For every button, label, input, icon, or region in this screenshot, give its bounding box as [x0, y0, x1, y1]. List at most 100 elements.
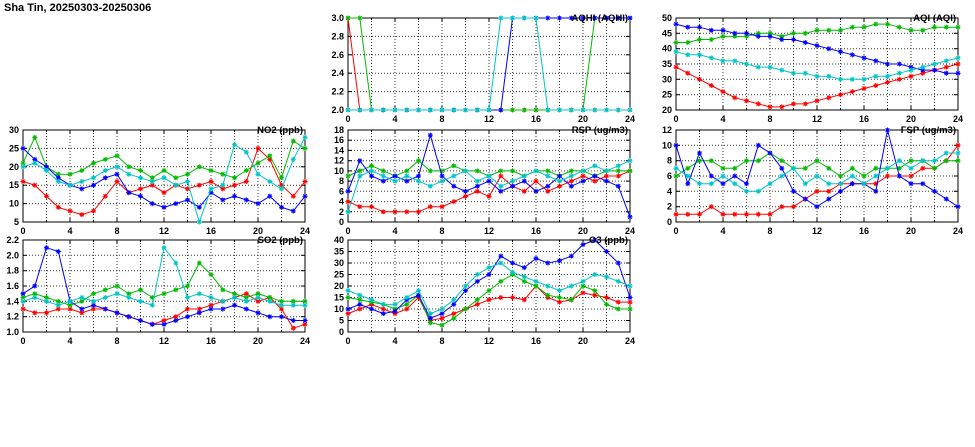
- y-tick-label: 12: [662, 125, 672, 135]
- y-tick-label: 2.2: [6, 235, 19, 245]
- series-markers-blue: [673, 21, 961, 76]
- y-tick-label: 10: [334, 304, 344, 314]
- chart-o3: 40 35 30 25 20 15 10 5 0 0 4 8 12 16 20 24 O3 (ppb): [325, 232, 640, 350]
- page-title: Sha Tin, 20250303-20250306: [4, 2, 152, 14]
- x-tick-label: 4: [392, 226, 397, 236]
- x-tick-label: 4: [392, 336, 397, 346]
- x-tick-label: 0: [345, 114, 350, 124]
- x-tick-label: 4: [67, 226, 72, 236]
- x-tick-label: 24: [300, 336, 310, 346]
- x-tick-label: 16: [206, 336, 216, 346]
- y-tick-label: 35: [662, 59, 672, 69]
- y-tick-label: 4: [339, 197, 344, 207]
- y-tick-label: 2.6: [331, 50, 344, 60]
- x-tick-label: 16: [531, 226, 541, 236]
- y-tick-label: 40: [662, 44, 672, 54]
- chart-title-aqi: AQI (AQI): [913, 13, 956, 24]
- y-tick-label: 6: [339, 186, 344, 196]
- series-markers-cyan: [20, 245, 308, 308]
- y-tick-label: 4: [667, 186, 672, 196]
- series-line-red: [676, 144, 959, 215]
- chart-no2: 30 25 20 15 10 5 0 4 8 12 16 20 24 NO2 (ppb): [0, 122, 315, 240]
- x-tick-label: 4: [720, 114, 725, 124]
- y-tick-label: 20: [9, 162, 19, 172]
- y-tick-label: 14: [334, 145, 344, 155]
- chart-title-aqhi: AQHI (AQHI): [572, 13, 628, 24]
- x-tick-label: 16: [531, 336, 541, 346]
- x-tick-label: 16: [206, 226, 216, 236]
- x-tick-label: 8: [439, 336, 444, 346]
- x-tick-label: 0: [673, 114, 678, 124]
- x-tick-label: 20: [578, 226, 588, 236]
- y-tick-label: 0: [667, 217, 672, 227]
- series-markers-red: [345, 168, 633, 215]
- series-markers-cyan: [20, 134, 308, 225]
- y-tick-label: 1.0: [6, 327, 19, 337]
- y-tick-label: 3.0: [331, 13, 344, 23]
- x-tick-label: 12: [812, 226, 822, 236]
- chart-fsp: 12 10 8 6 4 2 0 0 4 8 12 16 20 24 FSP (ug/m3): [653, 122, 968, 240]
- chart-aqhi: 3.0 2.8 2.6 2.4 2.2 2.0 0 4 8 12 16 20 24 AQHI (AQHI): [325, 10, 640, 128]
- y-tick-label: 35: [334, 247, 344, 257]
- x-tick-label: 20: [578, 336, 588, 346]
- series-markers-cyan: [345, 15, 633, 113]
- x-tick-label: 12: [159, 336, 169, 346]
- series-markers-green: [20, 260, 308, 308]
- y-tick-label: 1.4: [6, 296, 19, 306]
- y-tick-label: 6: [667, 171, 672, 181]
- y-tick-label: 25: [662, 90, 672, 100]
- y-tick-label: 5: [14, 217, 19, 227]
- y-tick-label: 30: [334, 258, 344, 268]
- y-tick-label: 2: [667, 202, 672, 212]
- x-tick-label: 24: [953, 226, 963, 236]
- x-tick-label: 12: [484, 114, 494, 124]
- x-tick-label: 12: [159, 226, 169, 236]
- y-tick-label: 45: [662, 28, 672, 38]
- y-tick-label: 2: [339, 207, 344, 217]
- x-tick-label: 20: [906, 226, 916, 236]
- y-tick-label: 20: [334, 281, 344, 291]
- y-tick-label: 18: [334, 125, 344, 135]
- y-tick-label: 10: [334, 166, 344, 176]
- y-tick-label: 0: [339, 327, 344, 337]
- x-tick-label: 8: [439, 226, 444, 236]
- chart-title-so2: SO2 (ppb): [258, 235, 303, 246]
- y-tick-label: 2.0: [331, 105, 344, 115]
- x-tick-label: 24: [300, 226, 310, 236]
- x-tick-label: 24: [625, 336, 635, 346]
- y-tick-label: 12: [334, 156, 344, 166]
- series-markers-blue: [20, 245, 308, 327]
- series-markers-cyan: [673, 49, 961, 82]
- y-tick-label: 15: [9, 180, 19, 190]
- y-tick-label: 25: [9, 143, 19, 153]
- x-tick-label: 24: [625, 114, 635, 124]
- chart-svg-no2: 30 25 20 15 10 50 4 8 12 16 20 24 NO2 (ppb): [9, 125, 310, 236]
- y-tick-label: 8: [667, 156, 672, 166]
- series-markers-cyan: [345, 158, 633, 215]
- chart-title-rsp: RSP (ug/m3): [572, 125, 628, 136]
- y-tick-label: 15: [334, 293, 344, 303]
- y-tick-label: 2.4: [331, 68, 344, 78]
- y-tick-label: 2.8: [331, 31, 344, 41]
- x-tick-label: 12: [812, 114, 822, 124]
- x-tick-label: 16: [859, 114, 869, 124]
- y-tick-label: 2.0: [6, 250, 19, 260]
- x-tick-label: 16: [859, 226, 869, 236]
- series-markers-cyan: [345, 260, 633, 317]
- y-tick-label: 16: [334, 135, 344, 145]
- y-tick-label: 0: [339, 217, 344, 227]
- x-tick-label: 16: [531, 114, 541, 124]
- chart-svg-aqhi: 3.0 2.8 2.6 2.4 2.2 2.00 4 8 12 16 20 24 AQHI (AQHI): [331, 13, 635, 124]
- y-tick-label: 50: [662, 13, 672, 23]
- y-tick-label: 1.2: [6, 312, 19, 322]
- series-markers-cyan: [673, 150, 961, 194]
- y-tick-label: 8: [339, 176, 344, 186]
- x-tick-label: 8: [767, 114, 772, 124]
- x-tick-label: 12: [484, 226, 494, 236]
- chart-so2: 2.2 2.0 1.8 1.6 1.4 1.2 1.0 0 4 8 12 16 20 24 SO2 (ppb…: [0, 232, 315, 350]
- y-tick-label: 10: [662, 140, 672, 150]
- y-tick-label: 20: [662, 105, 672, 115]
